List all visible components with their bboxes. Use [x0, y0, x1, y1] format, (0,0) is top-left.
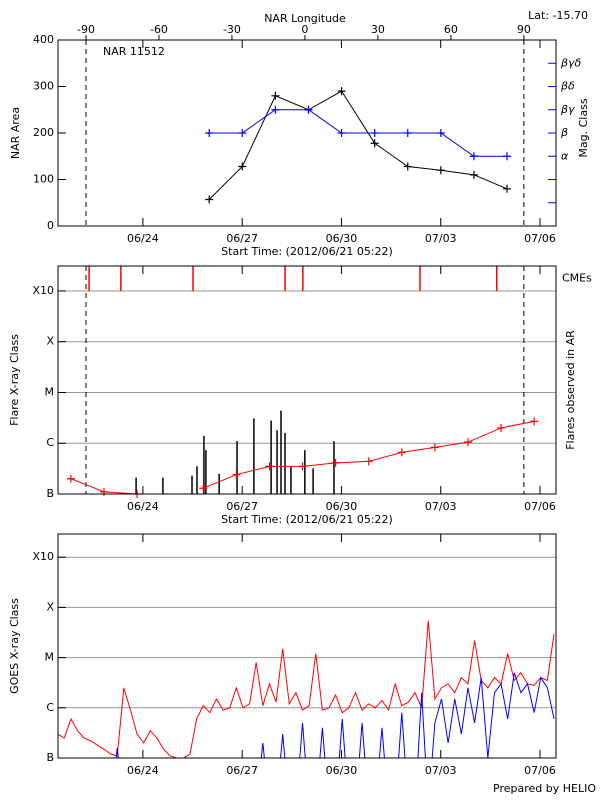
cme-label: CMEs	[562, 271, 592, 284]
point-marker	[271, 91, 280, 100]
y-tick-label: M	[45, 385, 55, 398]
y2-tick-label: βγδ	[560, 56, 582, 69]
y-tick-label: C	[46, 436, 54, 449]
point-marker	[364, 457, 373, 466]
point-marker	[463, 438, 472, 447]
x-tick-label: 06/30	[326, 764, 358, 777]
x-tick-label: 07/06	[524, 232, 556, 245]
x-tick-label: 06/27	[226, 500, 258, 513]
x2-tick-label: -90	[77, 23, 95, 36]
x-tick-label: 07/06	[524, 500, 556, 513]
point-marker	[503, 152, 512, 161]
y-tick-label: 200	[33, 126, 54, 139]
y2-tick-label: β	[560, 126, 568, 139]
point-marker	[238, 129, 247, 137]
series-line	[209, 109, 508, 157]
y-tick-label: 300	[33, 80, 54, 93]
y-tick-label: 0	[47, 219, 54, 232]
point-marker	[205, 129, 214, 137]
y2-axis-label: Mag. Class	[577, 98, 590, 157]
x-tick-label: 06/30	[326, 232, 358, 245]
point-marker	[403, 162, 412, 171]
region-label: NAR 11512	[103, 45, 165, 58]
y2-axis-label: Flares observed in AR	[564, 330, 577, 450]
x-tick-label: 06/27	[226, 764, 258, 777]
x-tick-label: 06/24	[127, 764, 159, 777]
point-marker	[370, 129, 379, 137]
point-marker	[503, 184, 512, 193]
x2-tick-label: 60	[444, 23, 458, 36]
x2-tick-label: 90	[517, 23, 531, 36]
y-tick-label: 100	[33, 173, 54, 186]
point-marker	[469, 152, 478, 161]
series-line	[115, 672, 555, 758]
y2-tick-label: βγ	[560, 103, 575, 116]
x2-tick-label: 0	[301, 23, 308, 36]
x-tick-label: 06/27	[226, 232, 258, 245]
y-tick-label: B	[46, 751, 54, 764]
x-tick-label: 06/24	[127, 232, 159, 245]
y-tick-label: M	[45, 651, 55, 664]
latitude-label: Lat: -15.70	[528, 9, 588, 22]
point-marker	[99, 487, 108, 496]
point-marker	[298, 462, 307, 471]
y-tick-label: X10	[32, 284, 54, 297]
x2-tick-label: -30	[223, 23, 241, 36]
x-tick-label: 06/30	[326, 500, 358, 513]
x-tick-label: 07/03	[425, 232, 457, 245]
x-tick-label: 07/03	[425, 500, 457, 513]
x-tick-label: 07/03	[425, 764, 457, 777]
point-marker	[271, 105, 280, 114]
point-marker	[436, 166, 445, 175]
point-marker	[265, 462, 274, 471]
point-marker	[66, 474, 75, 483]
x2-tick-label: -60	[150, 23, 168, 36]
point-marker	[304, 105, 313, 114]
footer: Prepared by HELIO	[493, 782, 596, 795]
x2-tick-label: 30	[371, 23, 385, 36]
y2-tick-label: βδ	[560, 80, 575, 93]
y-tick-label: 400	[33, 33, 54, 46]
y-tick-label: C	[46, 701, 54, 714]
y-axis-label: NAR Area	[9, 107, 22, 159]
point-marker	[403, 129, 412, 137]
point-marker	[238, 162, 247, 171]
point-marker	[430, 443, 439, 452]
point-marker	[337, 129, 346, 137]
series-line	[58, 620, 555, 758]
y-tick-label: X10	[32, 550, 54, 563]
y-axis-label: GOES X-ray Class	[8, 598, 21, 694]
x-tick-label: 06/24	[127, 500, 159, 513]
point-marker	[370, 139, 379, 148]
series-line	[208, 90, 508, 200]
plot-frame	[57, 533, 557, 759]
plot-frame	[57, 265, 557, 495]
point-marker	[205, 195, 214, 204]
y-tick-label: B	[46, 487, 54, 500]
point-marker	[199, 484, 208, 493]
point-marker	[232, 470, 241, 479]
y-axis-label: Flare X-ray Class	[8, 334, 21, 426]
y-tick-label: X	[46, 600, 54, 613]
x-axis-label: Start Time: (2012/06/21 05:22)	[221, 513, 393, 526]
point-marker	[530, 417, 539, 426]
point-marker	[436, 129, 445, 137]
point-marker	[331, 458, 340, 467]
point-marker	[397, 448, 406, 457]
y-tick-label: X	[46, 335, 54, 348]
series-line	[70, 420, 535, 494]
point-marker	[469, 170, 478, 179]
x-axis-label: Start Time: (2012/06/21 05:22)	[221, 245, 393, 258]
y2-tick-label: α	[561, 149, 569, 162]
point-marker	[337, 87, 346, 96]
point-marker	[497, 423, 506, 432]
x2-axis-label: NAR Longitude	[264, 12, 346, 25]
plot-frame	[57, 39, 557, 227]
x-tick-label: 07/06	[524, 764, 556, 777]
